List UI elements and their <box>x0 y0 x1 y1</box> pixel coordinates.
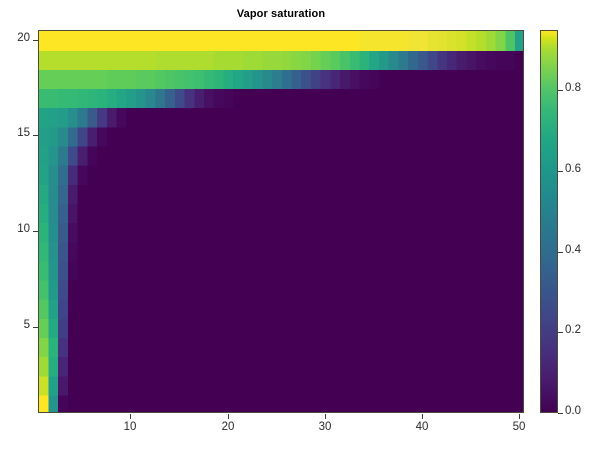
colorbar-tick-mark <box>558 171 563 172</box>
colorbar[interactable] <box>540 30 558 413</box>
y-tick-mark <box>33 327 38 328</box>
x-tick-mark <box>519 414 520 419</box>
colorbar-tick-label: 0.6 <box>565 163 581 175</box>
x-tick-label: 40 <box>415 421 429 433</box>
heatmap-axes[interactable] <box>38 30 524 413</box>
x-tick-mark <box>422 414 423 419</box>
colorbar-gradient[interactable] <box>540 30 558 413</box>
y-tick-label: 15 <box>17 127 30 139</box>
y-tick-mark <box>33 135 38 136</box>
x-tick-label: 10 <box>123 421 137 433</box>
colorbar-tick-mark <box>558 90 563 91</box>
colorbar-tick-label: 0.4 <box>565 244 581 256</box>
x-tick-label: 30 <box>318 421 332 433</box>
y-tick-label: 5 <box>23 319 30 331</box>
colorbar-tick-label: 0.0 <box>565 405 581 417</box>
y-tick-mark <box>33 231 38 232</box>
colorbar-tick-label: 0.8 <box>565 82 581 94</box>
colorbar-tick-mark <box>558 252 563 253</box>
colorbar-tick-label: 0.2 <box>565 324 581 336</box>
heatmap-image[interactable] <box>39 31 523 412</box>
x-tick-mark <box>325 414 326 419</box>
colorbar-tick-mark <box>558 332 563 333</box>
x-tick-mark <box>130 414 131 419</box>
colorbar-tick-mark <box>558 413 563 414</box>
x-tick-label: 50 <box>512 421 526 433</box>
y-tick-mark <box>33 40 38 41</box>
chart-title: Vapor saturation <box>236 8 326 20</box>
y-tick-label: 10 <box>17 223 30 235</box>
x-tick-label: 20 <box>221 421 235 433</box>
y-tick-label: 20 <box>17 32 30 44</box>
x-tick-mark <box>228 414 229 419</box>
